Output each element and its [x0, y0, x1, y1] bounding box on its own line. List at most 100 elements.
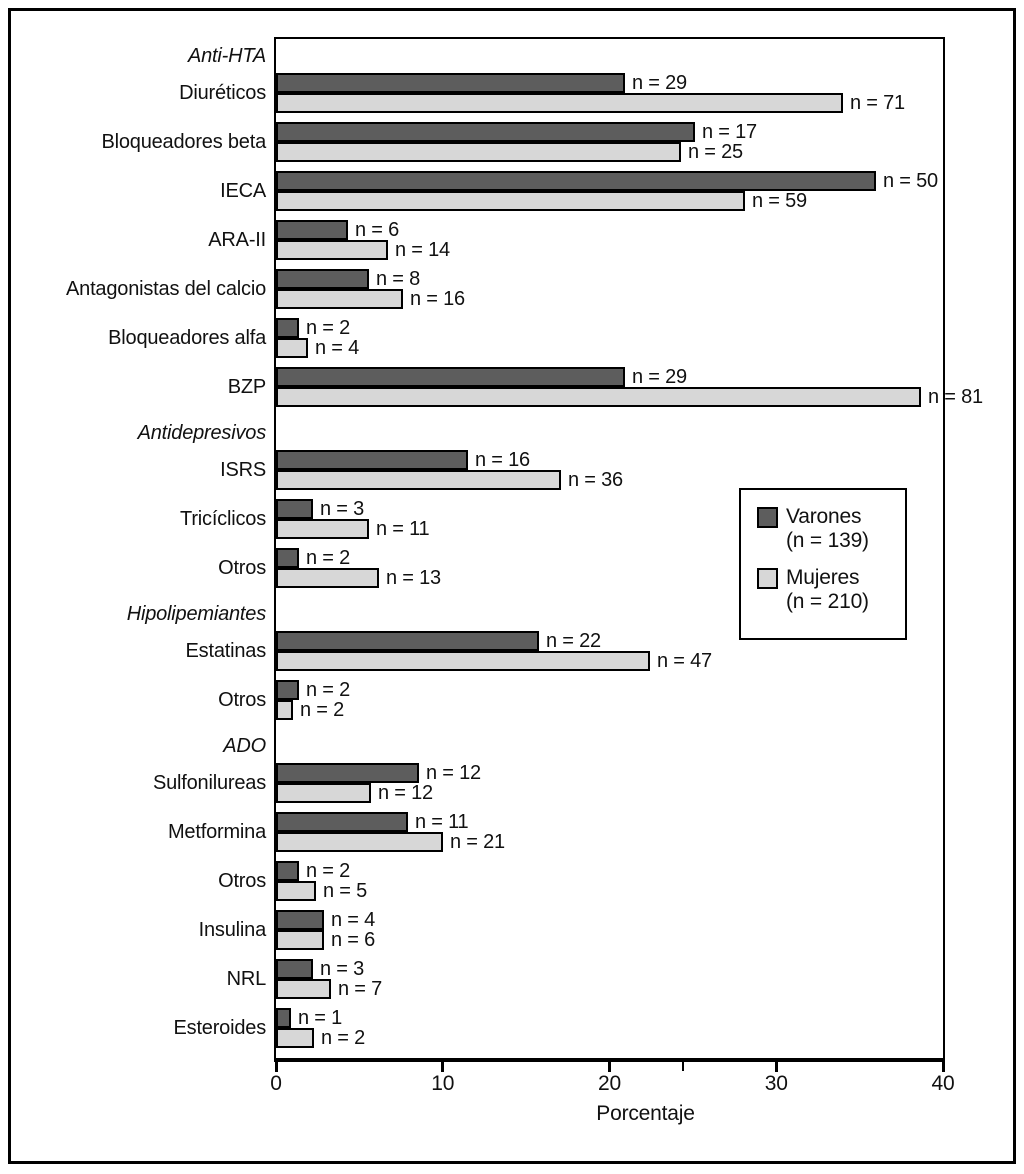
- bar-count-label-varones: n = 22: [546, 630, 601, 652]
- chart-rows: Anti-HTA Diuréticos n = 29 n = 71 Bloqueador…: [66, 39, 983, 1058]
- bar-count-label-varones: n = 50: [883, 170, 938, 192]
- bar-mujeres: [276, 651, 650, 671]
- bar-varones: [276, 910, 324, 930]
- bar-count-label-mujeres: n = 14: [395, 239, 450, 261]
- x-axis-tick-label: 30: [764, 1072, 788, 1095]
- bar-mujeres: [276, 881, 316, 901]
- category-label: IECA: [220, 180, 266, 202]
- bar-mujeres: [276, 832, 443, 852]
- category-row: Tricíclicos n = 3 n = 11: [180, 499, 943, 548]
- legend-item-mujeres: Mujeres (n = 210): [757, 566, 905, 614]
- category-label: Insulina: [198, 919, 267, 941]
- category-row: Otros n = 2 n = 13: [218, 547, 943, 597]
- bar-count-label-mujeres: n = 4: [315, 337, 360, 359]
- x-axis-tick-label: 20: [598, 1072, 621, 1095]
- legend-sublabel-mujeres: (n = 210): [786, 590, 869, 613]
- bar-count-label-varones: n = 2: [306, 547, 351, 569]
- bar-mujeres: [276, 470, 561, 490]
- category-label: BZP: [227, 376, 266, 398]
- bar-varones: [276, 367, 625, 387]
- bar-count-label-mujeres: n = 36: [568, 469, 623, 491]
- x-axis-tick: [274, 1060, 278, 1072]
- legend-label-mujeres: Mujeres: [786, 566, 860, 589]
- bar-count-label-varones: n = 16: [475, 449, 530, 471]
- legend-swatch-mujeres: [757, 567, 778, 589]
- category-label: Otros: [218, 557, 266, 579]
- legend-item-varones: Varones (n = 139): [757, 505, 905, 553]
- bar-count-label-mujeres: n = 16: [410, 288, 465, 310]
- bar-count-label-mujeres: n = 13: [386, 567, 441, 589]
- bar-count-label-varones: n = 17: [702, 121, 757, 143]
- legend-swatch-varones: [757, 506, 778, 528]
- bar-count-label-varones: n = 4: [331, 909, 376, 931]
- bar-count-label-mujeres: n = 59: [752, 190, 807, 212]
- bar-mujeres: [276, 93, 843, 113]
- x-axis-tick-label: 40: [931, 1072, 955, 1095]
- x-axis-tick: [608, 1060, 611, 1072]
- bar-varones: [276, 812, 408, 832]
- bar-varones: [276, 450, 468, 470]
- x-axis-title: Porcentaje: [596, 1102, 695, 1125]
- bar-varones: [276, 171, 876, 191]
- category-label: ARA-II: [208, 229, 266, 251]
- category-label: Bloqueadores alfa: [108, 327, 266, 349]
- bar-varones: [276, 499, 313, 519]
- bar-count-label-varones: n = 12: [426, 762, 481, 784]
- bar-varones: [276, 318, 299, 338]
- bar-mujeres: [276, 568, 379, 588]
- bar-mujeres: [276, 387, 921, 407]
- figure-border: [8, 8, 1016, 1164]
- category-label: Metformina: [167, 821, 266, 843]
- bar-mujeres: [276, 338, 308, 358]
- bar-count-label-mujeres: n = 2: [300, 699, 345, 721]
- group-header-row: ADO: [223, 729, 943, 763]
- bar-varones: [276, 631, 539, 651]
- bar-count-label-mujeres: n = 11: [376, 518, 430, 540]
- category-label: Estatinas: [185, 640, 267, 662]
- category-label: Otros: [218, 689, 266, 711]
- group-header-row: Hipolipemiantes: [127, 597, 943, 631]
- bar-count-label-mujeres: n = 5: [323, 880, 368, 902]
- bar-mujeres: [276, 783, 371, 803]
- category-label: Tricíclicos: [180, 508, 266, 530]
- category-row: IECA n = 50 n = 59: [220, 170, 943, 220]
- bar-varones: [276, 220, 348, 240]
- category-row: BZP n = 29 n = 81: [228, 366, 983, 416]
- bar-count-label-varones: n = 29: [632, 72, 687, 94]
- bar-count-label-mujeres: n = 12: [378, 782, 433, 804]
- bar-count-label-varones: n = 29: [632, 366, 687, 388]
- bar-mujeres: [276, 700, 293, 720]
- bar-count-label-mujeres: n = 21: [450, 831, 505, 853]
- bar-count-label-mujeres: n = 6: [331, 929, 376, 951]
- bar-varones: [276, 548, 299, 568]
- group-header-label: Anti-HTA: [187, 45, 266, 67]
- bar-mujeres: [276, 519, 369, 539]
- legend: Varones (n = 139) Mujeres (n = 210): [739, 488, 907, 640]
- bar-mujeres: [276, 1028, 314, 1048]
- bar-count-label-mujeres: n = 47: [657, 650, 712, 672]
- category-row: Metformina n = 11 n = 21: [168, 811, 943, 861]
- category-label: Bloqueadores beta: [101, 131, 266, 153]
- category-row: ISRS n = 16 n = 36: [220, 449, 943, 499]
- category-row: Bloqueadores beta n = 17 n = 25: [101, 121, 943, 171]
- group-header-label: Hipolipemiantes: [126, 603, 266, 625]
- bar-mujeres: [276, 142, 681, 162]
- category-label: Otros: [218, 870, 266, 892]
- bar-count-label-varones: n = 2: [306, 679, 351, 701]
- bar-count-label-mujeres: n = 25: [688, 141, 743, 163]
- category-label: Esteroides: [173, 1017, 267, 1039]
- bar-count-label-varones: n = 11: [415, 811, 469, 833]
- legend-sublabel-varones: (n = 139): [786, 529, 869, 552]
- bar-mujeres: [276, 191, 745, 211]
- bar-varones: [276, 269, 369, 289]
- category-label: Diuréticos: [179, 82, 266, 104]
- group-header-label: ADO: [223, 735, 266, 757]
- bar-count-label-varones: n = 1: [298, 1007, 343, 1029]
- bar-count-label-varones: n = 6: [355, 219, 400, 241]
